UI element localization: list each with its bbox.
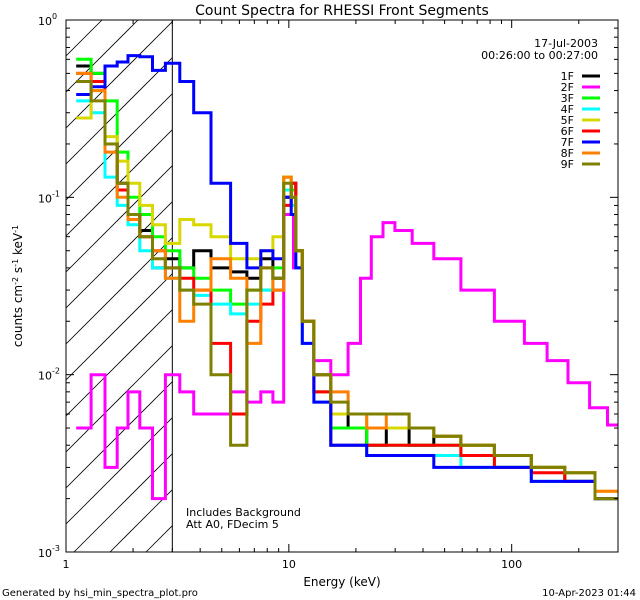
annotation-attenuator: Att A0, FDecim 5 bbox=[186, 518, 279, 531]
observation-time-range: 00:26:00 to 00:27:00 bbox=[481, 49, 598, 62]
hatch-line bbox=[73, 453, 173, 552]
hatch-line bbox=[66, 417, 173, 525]
hatch-line bbox=[66, 20, 103, 57]
hatch-line bbox=[66, 165, 173, 273]
legend-label-3F: 3F bbox=[561, 92, 574, 105]
hatch-line bbox=[145, 525, 173, 552]
hatch-line bbox=[66, 381, 173, 489]
hatch-line bbox=[66, 345, 173, 453]
hatch-line bbox=[66, 201, 173, 309]
series-layer bbox=[76, 54, 618, 501]
y-axis-label: counts cm-2 s-1 keV-1 bbox=[11, 225, 26, 347]
hatch-line bbox=[66, 93, 173, 201]
y-tick-label: 10 bbox=[38, 15, 52, 28]
x-tick-label: 10 bbox=[282, 558, 296, 571]
footer-generated-by: Generated by hsi_min_spectra_plot.pro bbox=[2, 588, 198, 599]
hatch-line bbox=[66, 309, 173, 417]
y-tick-exponent: 0 bbox=[52, 12, 57, 21]
hatch-line bbox=[66, 237, 173, 345]
y-tick-label: 10 bbox=[38, 192, 52, 205]
chart-title: Count Spectra for RHESSI Front Segments bbox=[195, 3, 489, 19]
y-tick-exponent: -2 bbox=[52, 367, 60, 376]
annotation-background: Includes Background bbox=[186, 506, 301, 519]
legend-label-5F: 5F bbox=[561, 114, 574, 127]
y-tick-label: 10 bbox=[38, 370, 52, 383]
legend-label-7F: 7F bbox=[561, 136, 574, 149]
x-tick-label: 100 bbox=[501, 558, 522, 571]
plot-frame bbox=[65, 19, 619, 553]
y-tick-exponent: -3 bbox=[52, 544, 60, 553]
legend-label-9F: 9F bbox=[561, 158, 574, 171]
legend-label-8F: 8F bbox=[561, 147, 574, 160]
series-line-9F bbox=[76, 80, 618, 501]
legend-label-1F: 1F bbox=[561, 70, 574, 83]
series-line-7F bbox=[76, 54, 618, 501]
y-tick-exponent: -1 bbox=[52, 189, 60, 198]
hatch-line bbox=[66, 273, 173, 381]
y-tick-label: 10 bbox=[38, 547, 52, 560]
x-axis-label: Energy (keV) bbox=[303, 575, 380, 589]
legend-label-2F: 2F bbox=[561, 81, 574, 94]
footer-timestamp: 10-Apr-2023 01:44 bbox=[542, 588, 636, 599]
legend-label-4F: 4F bbox=[561, 103, 574, 116]
hatch-line bbox=[66, 57, 173, 165]
legend-label-6F: 6F bbox=[561, 125, 574, 138]
x-tick-label: 1 bbox=[63, 558, 70, 571]
hatch-line bbox=[66, 21, 173, 129]
observation-date: 17-Jul-2003 bbox=[534, 37, 598, 50]
